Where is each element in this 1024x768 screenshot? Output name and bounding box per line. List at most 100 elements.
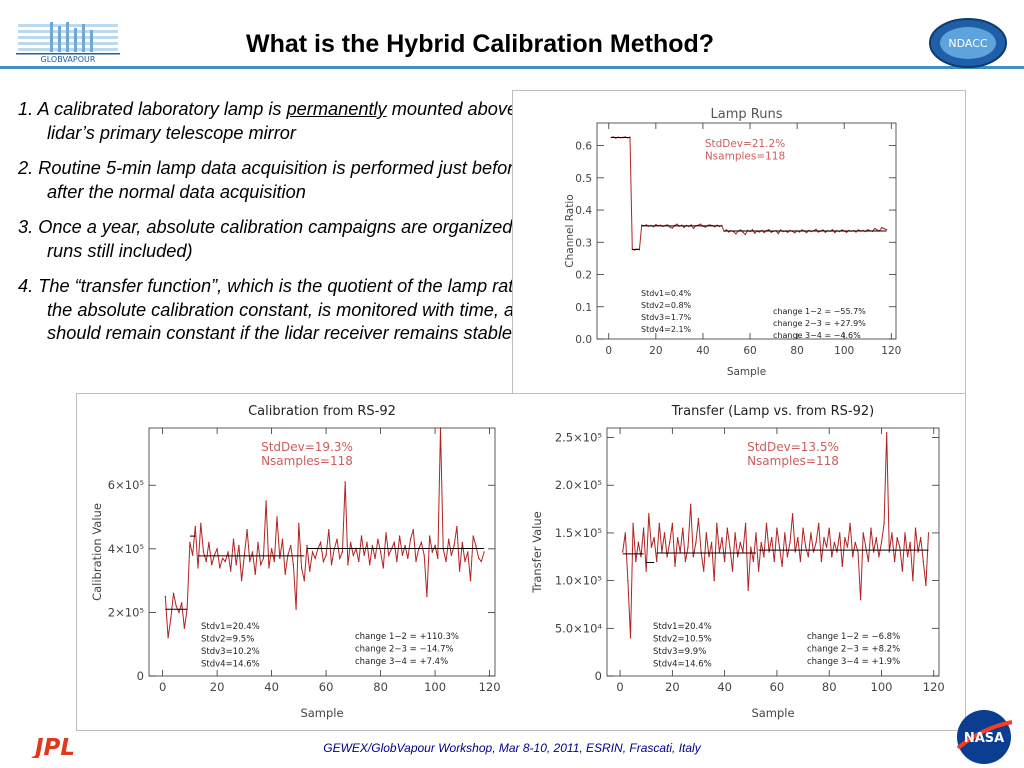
- y-axis-label: Transfer Value: [530, 511, 544, 593]
- data-point: [867, 229, 869, 231]
- y-tick-label: 5.0×10⁴: [555, 621, 603, 635]
- data-point: [428, 535, 431, 537]
- y-tick-label: 0.1: [575, 302, 592, 314]
- data-point: [393, 541, 395, 544]
- data-point: [726, 527, 728, 529]
- data-point: [382, 567, 384, 569]
- ndacc-logo-text: NDACC: [948, 37, 988, 50]
- data-point: [339, 557, 341, 560]
- chart-title: Calibration from RS-92: [248, 404, 396, 419]
- change-annotation: change 2−3 = −14.7%: [355, 645, 454, 655]
- data-point: [822, 229, 824, 231]
- data-point: [232, 538, 235, 540]
- stdv-annotation: Stdv2=0.8%: [641, 301, 692, 310]
- stdv-annotation: Stdv4=2.1%: [641, 325, 692, 334]
- data-point: [265, 500, 267, 502]
- data-point: [347, 564, 349, 566]
- y-tick-label: 6×10⁵: [108, 478, 145, 492]
- data-point: [363, 554, 365, 556]
- data-point: [358, 560, 360, 563]
- stdv-annotation: Stdv4=14.6%: [201, 660, 260, 670]
- data-point: [925, 584, 927, 587]
- data-point: [797, 537, 799, 539]
- y-tick-label: 0.4: [575, 205, 592, 217]
- data-point: [181, 602, 183, 604]
- data-point: [779, 229, 782, 231]
- data-point: [328, 529, 330, 531]
- data-point: [666, 556, 668, 558]
- data-point: [450, 554, 453, 556]
- footer-text: GEWEX/GlobVapour Workshop, Mar 8-10, 201…: [323, 741, 701, 755]
- data-point: [276, 516, 278, 518]
- y-tick-label: 0: [137, 669, 144, 683]
- bullet-emphasis: permanently: [286, 99, 387, 119]
- data-point: [219, 567, 221, 569]
- data-point: [802, 527, 804, 529]
- data-point: [690, 503, 692, 505]
- x-tick-label: 20: [210, 680, 225, 694]
- data-point: [883, 522, 885, 525]
- data-point: [893, 560, 896, 563]
- data-point: [426, 595, 428, 598]
- nasa-logo-text: NASA: [964, 731, 1004, 746]
- x-tick-label: 60: [770, 680, 785, 694]
- data-point: [683, 226, 685, 229]
- data-point: [883, 228, 885, 230]
- data-point: [453, 544, 455, 547]
- data-point: [480, 560, 483, 563]
- data-point: [888, 551, 890, 553]
- x-tick-label: 40: [717, 680, 732, 694]
- data-point: [412, 529, 414, 531]
- data-point: [768, 551, 770, 553]
- nasa-logo: NASA: [956, 710, 1013, 764]
- data-point: [862, 532, 864, 534]
- data-point: [632, 522, 634, 525]
- data-point: [437, 557, 439, 560]
- stddev-annotation: Nsamples=118: [261, 454, 353, 468]
- y-axis-label: Calibration Value: [90, 503, 104, 601]
- data-point: [341, 551, 344, 553]
- y-tick-label: 0.0: [575, 334, 592, 346]
- stddev-annotation: Nsamples=118: [705, 151, 785, 163]
- data-point: [448, 538, 450, 540]
- data-point: [904, 532, 906, 534]
- stdv-annotation: Stdv3=9.9%: [653, 647, 706, 657]
- data-point: [901, 570, 904, 572]
- data-point: [666, 224, 669, 226]
- stdv-annotation: Stdv1=20.4%: [653, 622, 712, 632]
- change-annotation: change 1−2 = −55.7%: [773, 307, 866, 316]
- data-point: [874, 227, 876, 230]
- x-tick-label: 20: [649, 345, 662, 357]
- data-point: [710, 541, 713, 544]
- stddev-annotation: StdDev=19.3%: [261, 440, 353, 454]
- data-point: [708, 556, 710, 558]
- data-point: [917, 551, 919, 553]
- data-point: [801, 229, 803, 231]
- data-point: [208, 541, 210, 544]
- y-tick-label: 4×10⁵: [108, 542, 145, 556]
- data-point: [781, 565, 783, 567]
- globvapour-logo-text: GLOBVAPOUR: [41, 55, 96, 64]
- data-point: [663, 532, 666, 534]
- data-point: [818, 522, 820, 525]
- data-point: [478, 557, 480, 560]
- data-point: [880, 541, 883, 544]
- data-point: [352, 554, 354, 556]
- stddev-annotation: Nsamples=118: [747, 454, 839, 468]
- data-point: [221, 557, 224, 560]
- x-tick-label: 100: [834, 345, 854, 357]
- data-point: [194, 525, 196, 528]
- change-annotation: change 1−2 = −6.8%: [807, 632, 900, 642]
- data-point: [439, 427, 442, 429]
- stdv-annotation: Stdv1=0.4%: [641, 289, 692, 298]
- stdv-annotation: Stdv3=10.2%: [201, 647, 260, 657]
- data-point: [834, 231, 836, 234]
- bullet-text: 3. Once a year, absolute calibration cam…: [18, 217, 563, 261]
- data-point: [770, 231, 772, 233]
- series-line: [164, 427, 485, 638]
- data-point: [178, 611, 180, 614]
- data-point: [714, 226, 716, 228]
- data-point: [257, 541, 259, 544]
- data-point: [798, 231, 801, 233]
- data-point: [415, 560, 417, 563]
